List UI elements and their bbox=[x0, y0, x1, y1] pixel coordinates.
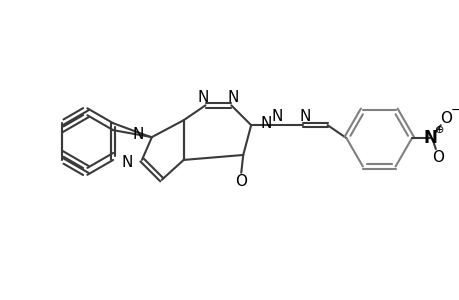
Text: O: O bbox=[439, 111, 451, 126]
Text: N: N bbox=[121, 155, 133, 170]
Text: N: N bbox=[259, 116, 271, 131]
Text: −: − bbox=[449, 104, 459, 117]
Text: ⊕: ⊕ bbox=[434, 125, 443, 135]
Text: N: N bbox=[298, 109, 310, 124]
Text: N: N bbox=[271, 109, 282, 124]
Text: O: O bbox=[235, 174, 246, 189]
Text: N: N bbox=[132, 127, 144, 142]
Text: N: N bbox=[197, 90, 209, 105]
Text: N: N bbox=[227, 90, 239, 105]
Text: O: O bbox=[431, 150, 443, 165]
Text: N: N bbox=[423, 129, 437, 147]
